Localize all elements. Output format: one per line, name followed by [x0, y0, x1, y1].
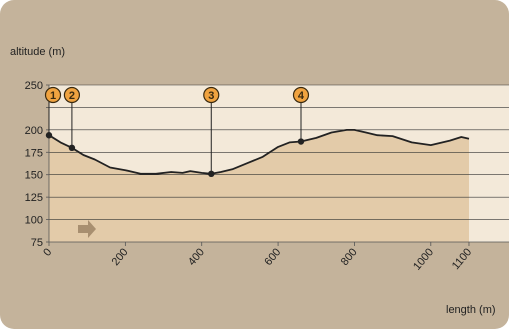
marker-badge — [63, 86, 81, 104]
marker-label: 1 — [50, 90, 56, 102]
waypoint-marker-2: 2 — [63, 86, 81, 151]
marker-point — [45, 132, 53, 139]
waypoint-marker-4: 4 — [292, 86, 310, 145]
elevation-line — [48, 129, 470, 175]
y-tick-label: 200 — [25, 125, 43, 137]
elevation-area — [49, 129, 469, 242]
marker-badge — [292, 86, 310, 104]
x-axis-label: length (m) — [446, 304, 496, 316]
marker-point — [297, 138, 305, 145]
marker-badge — [44, 86, 62, 104]
marker-label: 4 — [298, 90, 305, 102]
y-tick-label: 125 — [25, 192, 43, 204]
y-tick-label: 175 — [25, 147, 43, 159]
y-tick-label: 100 — [25, 215, 43, 227]
y-tick-label: 250 — [25, 80, 43, 92]
marker-label: 3 — [208, 90, 214, 102]
waypoint-markers: 1 2 3 4 — [44, 86, 310, 178]
marker-point — [208, 170, 215, 178]
marker-point — [68, 144, 76, 151]
waypoint-marker-3: 3 — [203, 86, 220, 178]
arrow-shape — [78, 220, 96, 238]
marker-label: 2 — [69, 90, 75, 102]
y-tick-label: 150 — [25, 170, 43, 182]
grid-lines — [49, 84, 509, 220]
y-axis-label: altitude (m) — [10, 46, 65, 58]
marker-badge — [203, 86, 220, 104]
waypoint-marker-1: 1 — [44, 86, 62, 139]
y-tick-label: 75 — [31, 237, 43, 249]
right-arrow-icon — [78, 220, 96, 238]
y-axis-ticks: 75 100 125 150 175 200 250 — [25, 80, 49, 249]
